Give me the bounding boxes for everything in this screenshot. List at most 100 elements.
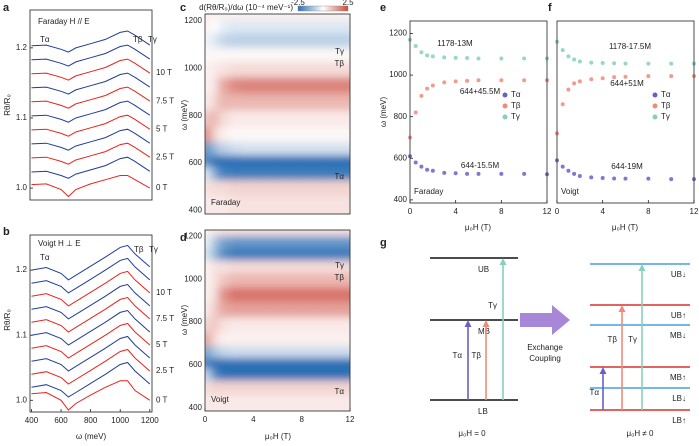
heatmap-cell [301,32,327,48]
y-tick-label: 600 [189,158,203,167]
spectrum-line [31,128,151,151]
heatmap-cell [277,154,303,168]
heatmap-cell [325,166,350,181]
level-label: UB↓ [671,270,686,279]
y-tick-label: 1.2 [16,265,28,274]
heatmap-cell [325,345,350,358]
heatmap-cell [256,179,278,196]
field-label: 7.5 T [156,96,174,105]
heatmap-cell [301,61,327,78]
heatmap-cell [277,61,303,78]
data-point [589,60,594,65]
data-point [600,61,605,66]
heatmap-cell [229,393,242,411]
heatmap-cell [241,331,257,347]
heatmap-cell [256,379,278,395]
heatmap-cell [241,301,257,318]
x-tick-label: 4 [251,415,256,424]
colorbar [297,5,349,12]
level-label: LB [478,407,488,416]
heatmap-cell [218,230,230,236]
heatmap-cell [277,179,303,196]
heatmap-cell [325,230,350,236]
x-axis-label: ω (meV) [76,432,107,441]
heatmap-cell [218,166,230,181]
heatmap-cell [205,368,212,381]
heatmap-cell [256,331,278,347]
data-point [419,50,424,55]
data-point [589,77,594,82]
heatmap-cell [241,368,257,381]
heatmap-cell [277,14,303,21]
heatmap-cell [256,14,278,21]
heatmap-cell [241,32,257,48]
y-tick-label: 1.0 [16,183,28,192]
fit-label: 644+51M [610,79,644,88]
panel-label: d [180,232,187,244]
heatmap-cell [256,126,278,143]
heatmap-cell [241,93,257,111]
heatmap-cell [205,357,212,369]
heatmap-cell [301,141,327,156]
x-axis-label: μ₀H (T) [265,432,291,441]
transition-label: Tα [334,387,344,396]
y-tick-label: 1200 [184,16,202,25]
x-tick-label: 12 [543,207,552,216]
heatmap-cell [229,345,242,358]
data-point [600,76,605,81]
heatmap-cell [325,357,350,369]
heatmap-cell [218,316,230,333]
heatmap-cell [241,47,257,62]
heatmap-cell [211,259,220,274]
heatmap-cell [241,14,257,21]
fit-label: 644-19M [611,162,643,171]
x-tick-label: 0 [203,415,208,424]
spectrum-line [31,361,151,398]
heatmap-cell [301,368,327,381]
heatmap-cell [301,393,327,411]
heatmap-cell [277,345,303,358]
data-point [430,54,435,59]
heatmap-cell [256,109,278,127]
data-point [560,102,565,107]
data-point [465,56,470,61]
data-point [465,171,470,176]
data-point [522,78,527,83]
y-tick-label: 1000 [184,64,202,73]
heatmap-cell [229,179,242,196]
fit-label: 1178-13M [437,39,473,48]
x-tick-label: 4 [453,207,458,216]
heatmap-cell [229,76,242,94]
data-point [612,61,617,66]
data-point [577,79,582,84]
heatmap-cell [277,19,303,34]
heatmap-cell [218,76,230,94]
colorbar-tick-label: 2.5 [342,0,354,7]
heatmap-cell [229,301,242,318]
data-point [413,110,418,115]
data-point [453,79,458,84]
heatmap-cell [218,195,230,214]
heatmap-cell [325,126,350,143]
legend-label: Tα [511,90,521,99]
data-point [646,74,651,79]
panel-label: g [380,237,387,249]
heatmap-cell [229,19,242,34]
heatmap-cell [241,166,257,181]
heatmap-cell [301,379,327,395]
field-label: 2.5 T [156,366,174,375]
heatmap-cell [229,230,242,236]
data-point [442,80,447,85]
data-point [566,87,571,92]
heatmap-cell [241,109,257,127]
heatmap-cell [229,93,242,111]
plot-frame [29,9,153,201]
spectrum-line [31,335,151,372]
transition-label: Tβ [335,59,345,68]
spectrum-line [31,175,151,198]
y-tick-label: 1.1 [16,113,28,122]
arrow-head [464,320,472,327]
heatmap-cell [256,393,278,411]
heatmap-cell [301,357,327,369]
heatmap-cell [301,286,327,303]
